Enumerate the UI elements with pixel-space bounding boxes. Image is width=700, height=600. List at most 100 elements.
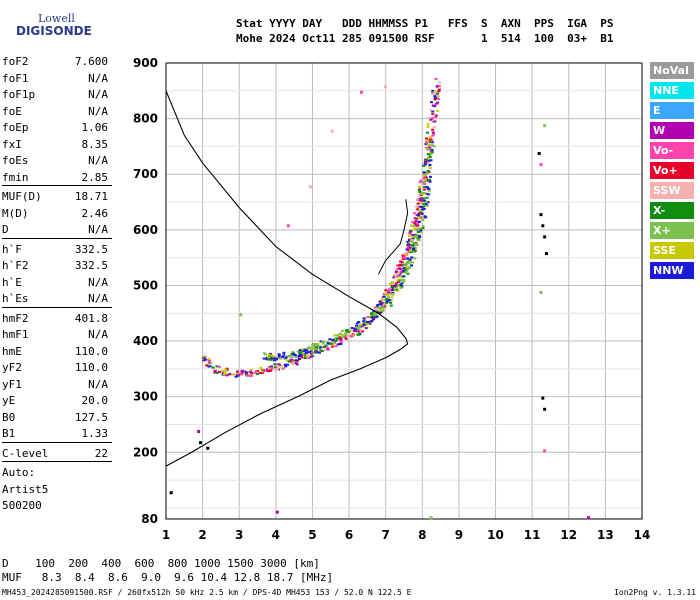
o-trace-point <box>431 119 435 122</box>
x-trace-point <box>262 357 266 360</box>
x-trace-point <box>347 328 351 331</box>
o-trace-point <box>356 333 360 336</box>
o-trace-point <box>411 221 415 224</box>
o-trace-point <box>436 97 440 100</box>
param-row: h`F2 332.5 <box>2 259 108 273</box>
x-trace-point <box>387 299 391 302</box>
o-trace-point <box>402 254 406 257</box>
o-trace-point <box>309 353 313 356</box>
electron-density-profile <box>165 90 409 467</box>
o-trace-point <box>427 116 431 119</box>
x-tick-label: 10 <box>487 528 504 542</box>
param-key: foF2 <box>2 55 29 68</box>
x-trace-point <box>428 175 432 178</box>
x-trace-point <box>314 348 318 351</box>
o-trace-point <box>395 273 399 276</box>
param-value: 22 <box>94 446 108 460</box>
o-trace-point <box>227 373 231 376</box>
x-trace-point <box>362 319 366 322</box>
x-trace-point <box>410 261 414 264</box>
legend-item: Vo+ <box>650 162 694 179</box>
o-trace-point <box>414 220 418 223</box>
x-trace-point <box>301 348 305 351</box>
o-trace-point <box>245 371 249 374</box>
x-trace-point <box>375 309 379 312</box>
logo-line2: DIGISONDE <box>16 24 92 38</box>
x-trace-point <box>301 353 305 356</box>
o-trace-point <box>412 227 416 230</box>
x-trace-point <box>314 346 318 349</box>
o-trace-point <box>425 141 429 144</box>
y-tick-label: 600 <box>133 223 158 237</box>
o-trace-point <box>398 263 402 266</box>
echo-point <box>206 446 210 450</box>
o-trace-point <box>249 370 253 373</box>
x-trace-point <box>357 320 361 323</box>
x-trace-point <box>389 304 393 307</box>
o-trace-point <box>366 316 370 319</box>
x-trace-point <box>427 178 431 181</box>
x-trace-point <box>403 268 407 271</box>
o-trace-point <box>425 131 429 134</box>
param-key: B0 <box>2 410 16 424</box>
x-trace-point <box>331 339 335 342</box>
o-trace-point <box>417 217 421 220</box>
o-trace-point <box>405 254 409 257</box>
x-trace-point <box>416 238 420 241</box>
param-key: h`F2 <box>2 259 29 272</box>
x-trace-point <box>313 344 317 347</box>
x-trace-point <box>344 332 348 335</box>
o-trace-point <box>277 363 281 366</box>
x-trace-point <box>419 231 423 234</box>
x-trace-point <box>421 219 425 222</box>
param-key: foEs <box>2 154 29 167</box>
x-trace-point <box>410 256 414 259</box>
o-trace-point <box>368 322 372 325</box>
o-trace-point <box>414 227 418 230</box>
x-trace-point <box>422 199 426 202</box>
x-trace-point <box>377 306 381 309</box>
x-trace-point <box>389 299 393 302</box>
o-trace-point <box>300 356 304 359</box>
o-trace-point <box>260 368 264 371</box>
o-trace-point <box>275 363 279 366</box>
o-trace-point <box>344 336 348 339</box>
x-trace-point <box>282 351 286 354</box>
x-trace-point <box>319 340 323 343</box>
param-row: C-level 22 <box>2 447 108 461</box>
o-trace-point <box>416 224 420 227</box>
x-trace-point <box>344 334 348 337</box>
param-value: 8.35 <box>81 137 109 151</box>
o-trace-point <box>403 257 407 260</box>
o-trace-point <box>431 134 435 137</box>
o-trace-point <box>376 304 380 307</box>
o-trace-point <box>399 260 403 263</box>
o-trace-point <box>254 370 258 373</box>
o-trace-point <box>390 284 394 287</box>
o-trace-point <box>392 276 396 279</box>
o-trace-point <box>384 301 388 304</box>
version-label: Ion2Png v. 1.3.11 <box>614 588 696 597</box>
x-trace-point <box>413 257 417 260</box>
echo-point <box>541 224 545 228</box>
x-trace-point <box>422 207 426 210</box>
o-trace-point <box>437 85 441 88</box>
o-trace-point <box>396 267 400 270</box>
o-trace-point <box>436 84 440 87</box>
x-trace-point <box>381 308 385 311</box>
x-trace-point <box>298 352 302 355</box>
x-tick-label: 11 <box>524 528 541 542</box>
o-trace-point <box>222 373 226 376</box>
echo-point <box>286 224 290 228</box>
o-trace-point <box>423 185 427 188</box>
param-row: Auto: <box>2 466 108 480</box>
x-trace-point <box>362 323 366 326</box>
param-value: N/A <box>88 71 108 85</box>
x-trace-point <box>417 234 421 237</box>
param-value: 2.46 <box>81 206 109 220</box>
o-trace-point <box>305 354 309 357</box>
o-trace-point <box>297 357 301 360</box>
o-trace-point <box>410 238 414 241</box>
x-trace-point <box>385 300 389 303</box>
x-trace-point <box>428 141 432 144</box>
